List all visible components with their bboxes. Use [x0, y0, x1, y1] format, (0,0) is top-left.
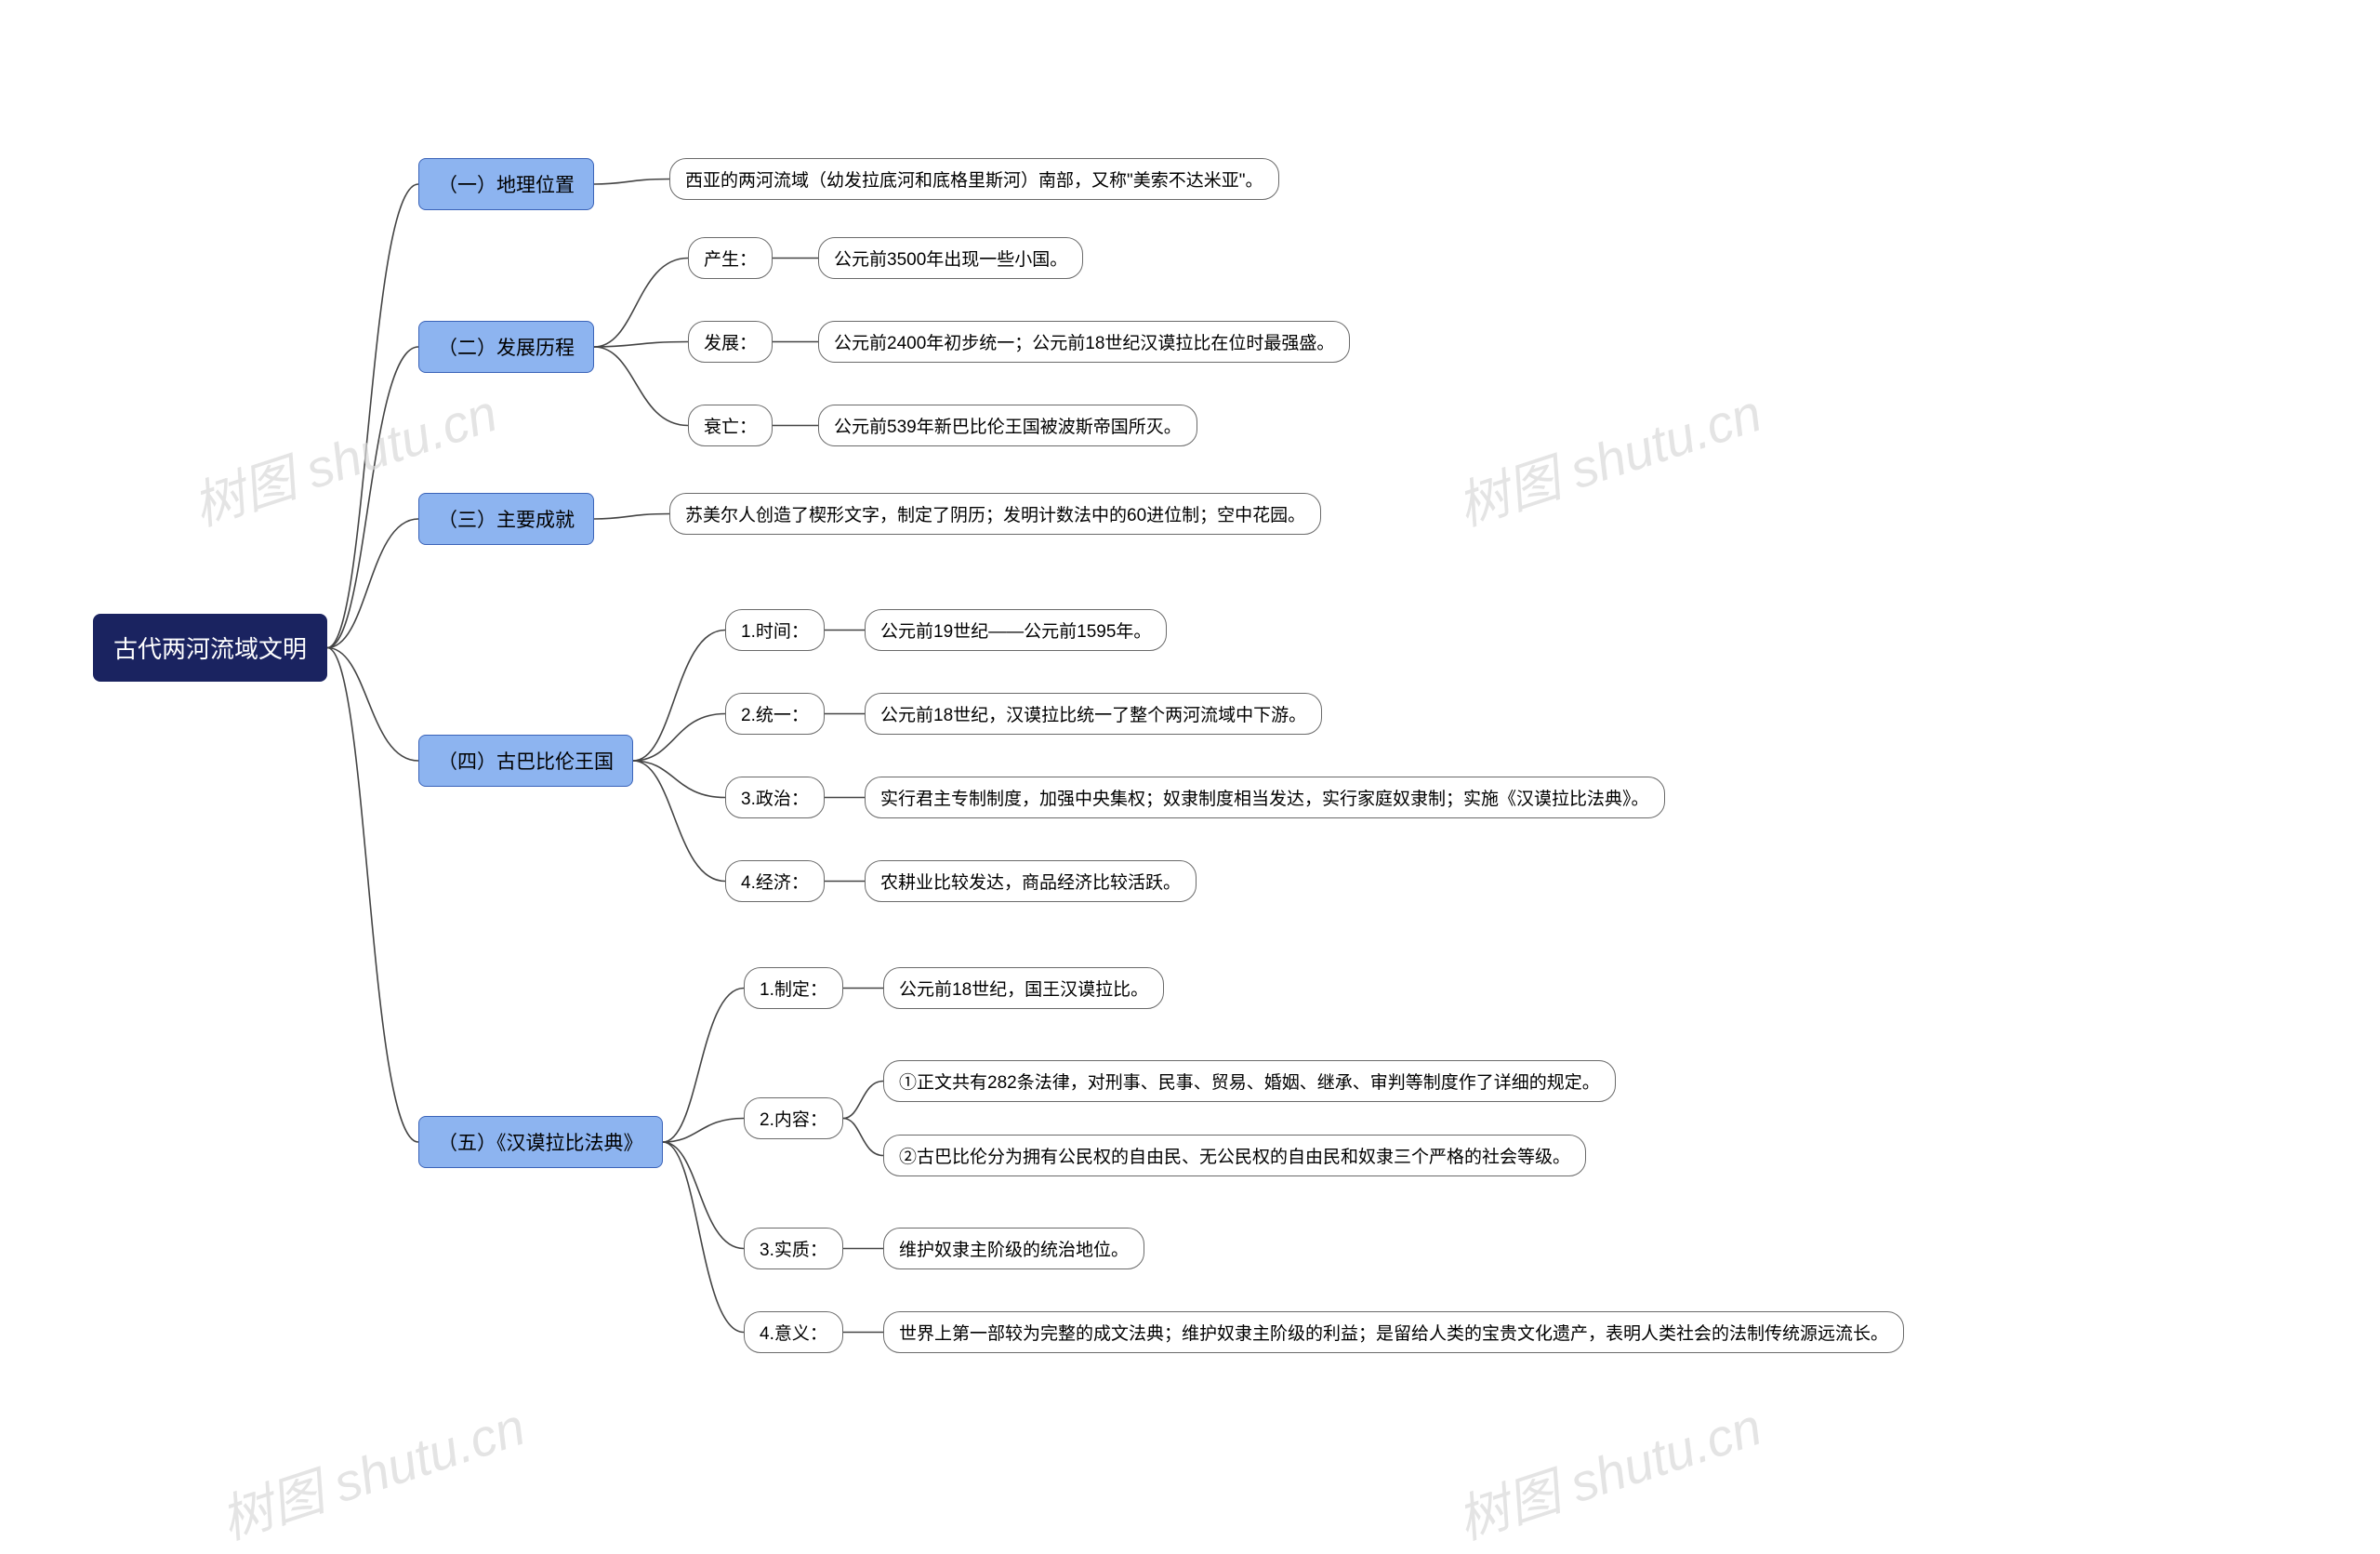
node-s2b: 发展：: [688, 321, 773, 363]
node-s4a1: 公元前19世纪——公元前1595年。: [865, 609, 1167, 651]
connector: [594, 179, 669, 185]
node-s2a1: 公元前3500年出现一些小国。: [818, 237, 1083, 279]
node-root: 古代两河流域文明: [93, 614, 327, 682]
watermark: 树图 shutu.cn: [1447, 372, 1770, 541]
connector: [594, 259, 688, 348]
node-s5b: 2.内容：: [744, 1097, 843, 1139]
node-s5c1: 维护奴隶主阶级的统治地位。: [883, 1228, 1144, 1269]
mindmap-canvas: 树图 shutu.cn树图 shutu.cn树图 shutu.cn树图 shut…: [0, 0, 2380, 1511]
node-label: 西亚的两河流域（幼发拉底河和底格里斯河）南部，又称"美索不达米亚"。: [685, 166, 1263, 192]
node-s5b2: ②古巴比伦分为拥有公民权的自由民、无公民权的自由民和奴隶三个严格的社会等级。: [883, 1135, 1586, 1176]
node-s2c1: 公元前539年新巴比伦王国被波斯帝国所灭。: [818, 405, 1197, 446]
connector: [633, 631, 725, 762]
connector: [663, 989, 744, 1143]
node-label: ②古巴比伦分为拥有公民权的自由民、无公民权的自由民和奴隶三个严格的社会等级。: [899, 1143, 1570, 1168]
node-label: （二）发展历程: [438, 333, 575, 361]
connector: [594, 514, 669, 520]
connector-layer: [0, 0, 2380, 1511]
node-s5c: 3.实质：: [744, 1228, 843, 1269]
node-s5a: 1.制定：: [744, 967, 843, 1009]
node-label: 3.实质：: [760, 1236, 827, 1261]
connector: [633, 714, 725, 762]
node-label: 公元前18世纪，国王汉谟拉比。: [899, 976, 1148, 1001]
node-s2: （二）发展历程: [418, 321, 594, 373]
node-label: 实行君主专制制度，加强中央集权；奴隶制度相当发达，实行家庭奴隶制；实施《汉谟拉比…: [880, 785, 1649, 810]
connector: [663, 1119, 744, 1143]
node-label: 公元前2400年初步统一；公元前18世纪汉谟拉比在位时最强盛。: [834, 329, 1334, 354]
node-label: 4.经济：: [741, 869, 809, 894]
node-s5d: 4.意义：: [744, 1311, 843, 1353]
node-s2c: 衰亡：: [688, 405, 773, 446]
node-label: 公元前18世纪，汉谟拉比统一了整个两河流域中下游。: [880, 701, 1306, 726]
connector: [327, 648, 418, 762]
node-label: 古代两河流域文明: [113, 631, 307, 665]
connector: [633, 761, 725, 798]
node-label: 维护奴隶主阶级的统治地位。: [899, 1236, 1129, 1261]
connector: [663, 1142, 744, 1333]
connector: [633, 761, 725, 882]
node-label: 1.时间：: [741, 618, 809, 643]
node-label: 发展：: [704, 329, 757, 354]
node-s2a: 产生：: [688, 237, 773, 279]
node-s4d1: 农耕业比较发达，商品经济比较活跃。: [865, 860, 1197, 902]
node-label: 农耕业比较发达，商品经济比较活跃。: [880, 869, 1181, 894]
node-label: 2.内容：: [760, 1106, 827, 1131]
node-s4a: 1.时间：: [725, 609, 825, 651]
node-label: 产生：: [704, 246, 757, 271]
node-label: （五）《汉谟拉比法典》: [438, 1128, 643, 1156]
connector: [663, 1142, 744, 1249]
connector: [843, 1082, 883, 1119]
node-s4c1: 实行君主专制制度，加强中央集权；奴隶制度相当发达，实行家庭奴隶制；实施《汉谟拉比…: [865, 777, 1665, 818]
node-label: （一）地理位置: [438, 170, 575, 198]
node-label: 衰亡：: [704, 413, 757, 438]
connector: [327, 519, 418, 648]
node-s4d: 4.经济：: [725, 860, 825, 902]
connector: [843, 1119, 883, 1156]
node-label: （四）古巴比伦王国: [438, 747, 614, 775]
node-label: （三）主要成就: [438, 505, 575, 533]
watermark: 树图 shutu.cn: [210, 1386, 534, 1554]
node-label: 1.制定：: [760, 976, 827, 1001]
node-label: 公元前3500年出现一些小国。: [834, 246, 1067, 271]
node-s3d: 苏美尔人创造了楔形文字，制定了阴历；发明计数法中的60进位制；空中花园。: [669, 493, 1321, 535]
node-s5b1: ①正文共有282条法律，对刑事、民事、贸易、婚姻、继承、审判等制度作了详细的规定…: [883, 1060, 1616, 1102]
node-label: 世界上第一部较为完整的成文法典；维护奴隶主阶级的利益；是留给人类的宝贵文化遗产，…: [899, 1320, 1888, 1345]
node-label: ①正文共有282条法律，对刑事、民事、贸易、婚姻、继承、审判等制度作了详细的规定…: [899, 1069, 1600, 1094]
connector: [327, 347, 418, 648]
node-s3: （三）主要成就: [418, 493, 594, 545]
node-label: 公元前539年新巴比伦王国被波斯帝国所灭。: [834, 413, 1182, 438]
watermark: 树图 shutu.cn: [1447, 1386, 1770, 1554]
node-s4: （四）古巴比伦王国: [418, 735, 633, 787]
node-label: 3.政治：: [741, 785, 809, 810]
node-label: 2.统一：: [741, 701, 809, 726]
node-s4c: 3.政治：: [725, 777, 825, 818]
node-s1d: 西亚的两河流域（幼发拉底河和底格里斯河）南部，又称"美索不达米亚"。: [669, 158, 1279, 200]
node-s4b1: 公元前18世纪，汉谟拉比统一了整个两河流域中下游。: [865, 693, 1322, 735]
node-label: 公元前19世纪——公元前1595年。: [880, 618, 1151, 643]
node-s4b: 2.统一：: [725, 693, 825, 735]
node-s5a1: 公元前18世纪，国王汉谟拉比。: [883, 967, 1164, 1009]
node-label: 4.意义：: [760, 1320, 827, 1345]
node-s1: （一）地理位置: [418, 158, 594, 210]
node-s5: （五）《汉谟拉比法典》: [418, 1116, 663, 1168]
node-s5d1: 世界上第一部较为完整的成文法典；维护奴隶主阶级的利益；是留给人类的宝贵文化遗产，…: [883, 1311, 1904, 1353]
node-s2b1: 公元前2400年初步统一；公元前18世纪汉谟拉比在位时最强盛。: [818, 321, 1350, 363]
connector: [594, 347, 688, 426]
connector: [594, 342, 688, 348]
connector: [327, 648, 418, 1143]
node-label: 苏美尔人创造了楔形文字，制定了阴历；发明计数法中的60进位制；空中花园。: [685, 501, 1305, 526]
